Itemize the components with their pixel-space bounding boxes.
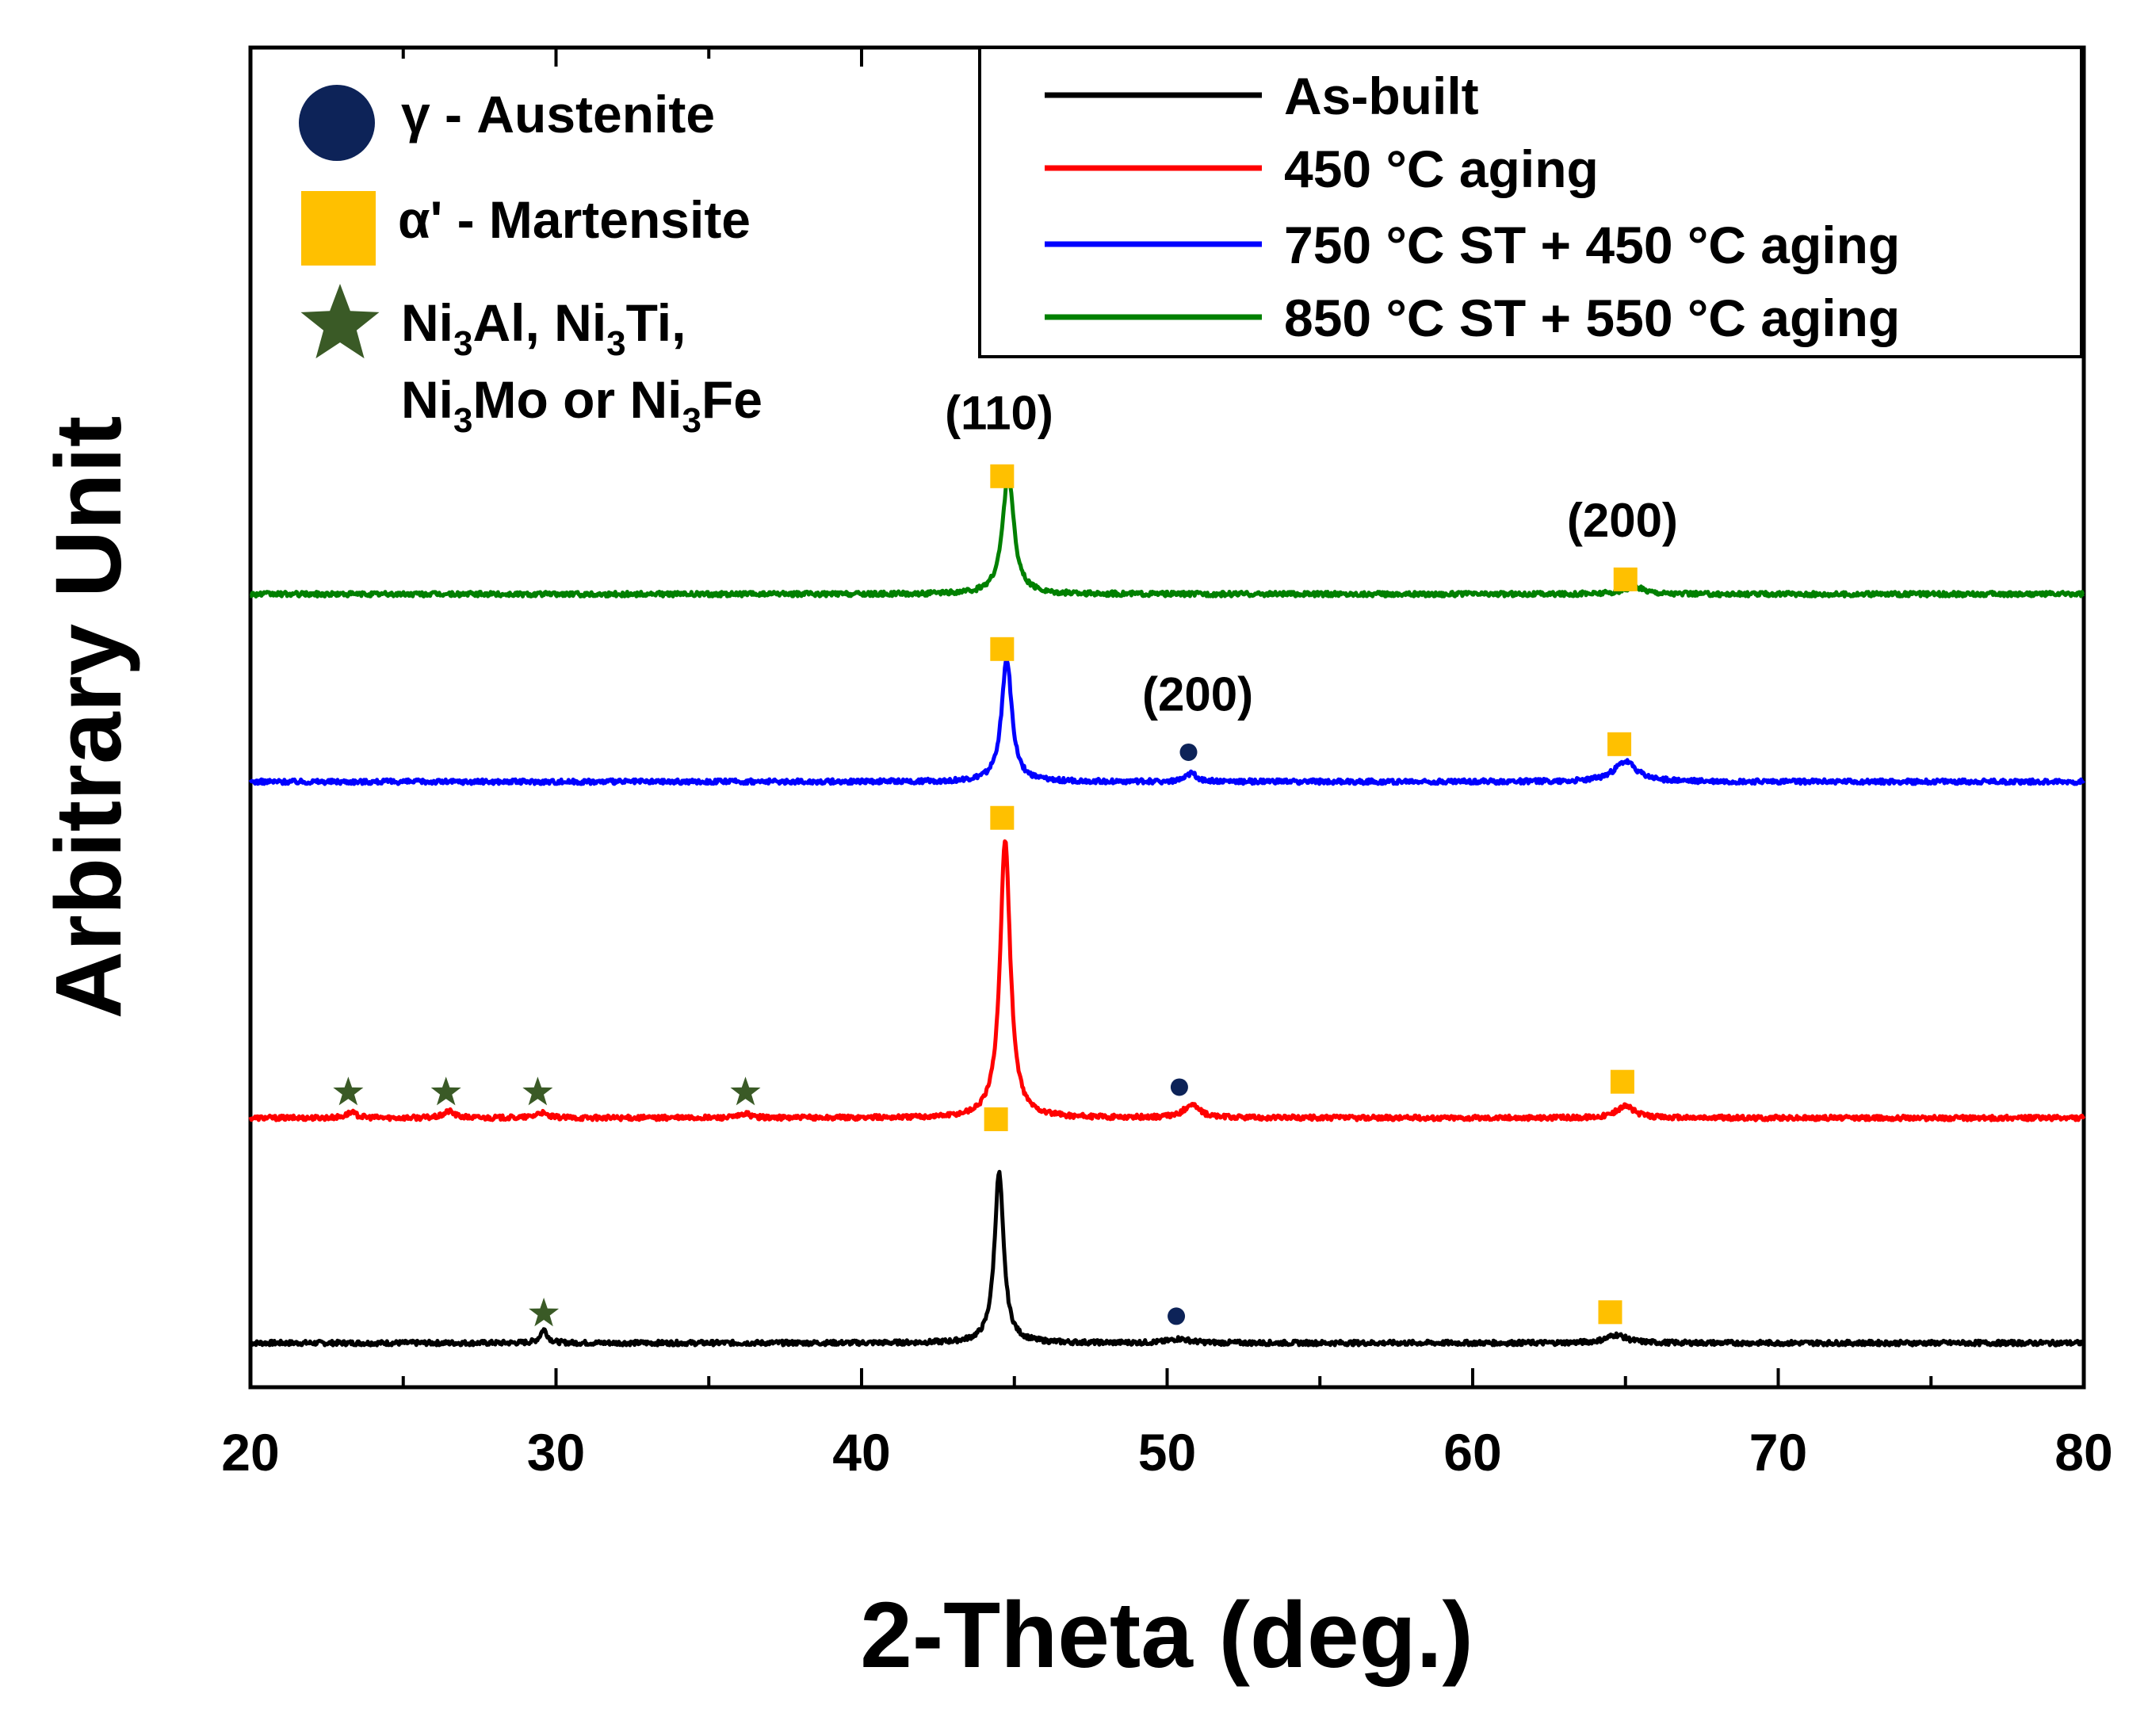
x-axis-ticks: 20 30 40 50 60 70 80 bbox=[221, 48, 2113, 1482]
austenite-marker bbox=[1179, 743, 1198, 761]
martensite-marker bbox=[1598, 1300, 1622, 1325]
martensite-marker bbox=[990, 464, 1015, 488]
hkl-annotations: (110) (200) (200) bbox=[945, 387, 1678, 721]
austenite-marker bbox=[1170, 1078, 1188, 1096]
series-line bbox=[248, 657, 2085, 786]
hkl-label: (200) bbox=[1567, 494, 1678, 547]
series-legend-box bbox=[978, 46, 2083, 358]
intermetallic-marker bbox=[333, 1076, 364, 1106]
legend-label-450-aging: 450 °C aging bbox=[1284, 140, 1599, 198]
legend-label-as-built: As-built bbox=[1284, 67, 1479, 125]
series-legend: As-built 450 °C aging 750 °C ST + 450 °C… bbox=[978, 46, 2083, 358]
x-tick-label: 70 bbox=[1749, 1423, 1807, 1482]
x-tick-label: 50 bbox=[1138, 1423, 1196, 1482]
martensite-marker bbox=[1607, 732, 1632, 756]
legend-label-750st-450-aging: 750 °C ST + 450 °C aging bbox=[1284, 216, 1900, 274]
martensite-marker bbox=[1610, 1069, 1634, 1094]
series-line bbox=[249, 1169, 2086, 1348]
martensite-marker bbox=[984, 1107, 1008, 1131]
phase-legend-label-martensite: α' - Martensite bbox=[398, 190, 751, 249]
phase-legend-label-intermetallic-line2: Ni3Mo or Ni3Fe bbox=[401, 370, 763, 440]
intermetallic-marker bbox=[430, 1076, 461, 1106]
x-tick-label: 20 bbox=[221, 1423, 279, 1482]
phase-legend-label-austenite: γ - Austenite bbox=[401, 85, 715, 143]
y-axis-title: Arbitrary Unit bbox=[36, 416, 141, 1019]
austenite-circle-icon bbox=[299, 85, 375, 161]
phase-legend-label-intermetallic-line1: Ni3Al, Ni3Ti, bbox=[401, 293, 686, 363]
series-line bbox=[249, 472, 2085, 598]
x-axis-title: 2-Theta (deg.) bbox=[860, 1583, 1473, 1688]
intermetallic-marker bbox=[522, 1076, 553, 1106]
martensite-marker bbox=[990, 637, 1015, 661]
intermetallic-marker bbox=[529, 1298, 560, 1327]
austenite-marker bbox=[1168, 1307, 1186, 1325]
hkl-label: (110) bbox=[945, 387, 1053, 440]
x-tick-label: 60 bbox=[1443, 1423, 1501, 1482]
x-tick-label: 30 bbox=[527, 1423, 585, 1482]
hkl-label: (200) bbox=[1142, 668, 1253, 721]
intermetallic-marker bbox=[730, 1076, 761, 1106]
peak-markers bbox=[333, 464, 1638, 1327]
intermetallic-star-icon bbox=[300, 284, 380, 359]
series-lines bbox=[248, 472, 2086, 1348]
martensite-marker bbox=[990, 805, 1015, 830]
phase-legend: γ - Austenite α' - Martensite Ni3Al, Ni3… bbox=[299, 85, 763, 440]
series-line bbox=[248, 839, 2086, 1122]
martensite-square-icon bbox=[301, 191, 376, 266]
martensite-marker bbox=[1613, 567, 1638, 591]
legend-label-850st-550-aging: 850 °C ST + 550 °C aging bbox=[1284, 289, 1900, 347]
x-tick-label: 40 bbox=[832, 1423, 890, 1482]
x-tick-label: 80 bbox=[2054, 1423, 2112, 1482]
